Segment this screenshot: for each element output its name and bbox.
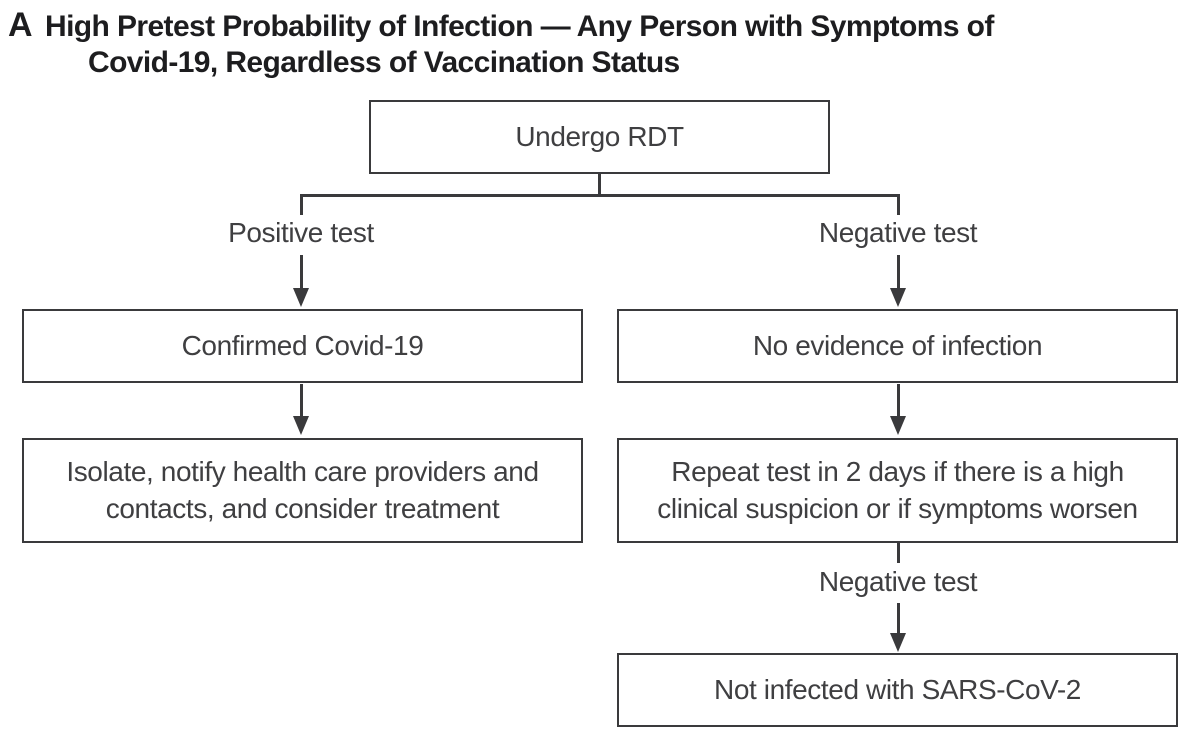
node-label-line-2: contacts, and consider treatment [105,492,500,524]
panel-letter: A [8,6,33,44]
node-isolate: Isolate, notify health care providers an… [22,438,583,543]
arrow-repeat-to-notinfected-line [897,603,900,635]
node-label-line-2: clinical suspicion or if symptoms worsen [657,492,1138,524]
node-repeat-test: Repeat test in 2 days if there is a high… [617,438,1178,543]
connector-repeat-stub [897,543,900,563]
node-no-evidence: No evidence of infection [617,309,1178,383]
figure-title-line-2: Covid-19, Regardless of Vaccination Stat… [88,46,680,79]
arrow-down-icon [293,288,309,307]
node-label: Not infected with SARS-CoV-2 [714,673,1081,705]
edge-label-positive-test: Positive test [228,217,374,248]
arrow-down-icon [890,288,906,307]
arrow-down-icon [890,633,906,652]
figure-title-line-1: High Pretest Probability of Infection — … [45,10,994,43]
arrow-down-icon [293,416,309,435]
connector-branch-bar [300,194,899,197]
arrow-noevidence-to-repeat-line [897,384,900,417]
arrow-negative-line [897,255,900,289]
connector-right-stub [897,194,900,215]
node-undergo-rdt: Undergo RDT [369,100,830,174]
node-label: Confirmed Covid-19 [181,329,424,361]
connector-left-stub [300,194,303,215]
arrow-positive-line [300,255,303,289]
arrow-confirmed-to-isolate-line [300,384,303,417]
edge-label-negative-test-top: Negative test [818,217,978,248]
node-label: Undergo RDT [515,120,684,152]
node-label: No evidence of infection [752,329,1043,361]
node-label-line-1: Isolate, notify health care providers an… [66,456,539,488]
node-confirmed-covid: Confirmed Covid-19 [22,309,583,383]
node-not-infected: Not infected with SARS-CoV-2 [617,653,1178,727]
node-label-line-1: Repeat test in 2 days if there is a high [671,456,1124,488]
arrow-down-icon [890,416,906,435]
connector-stem [598,174,601,195]
edge-label-negative-test-bottom: Negative test [818,566,978,597]
